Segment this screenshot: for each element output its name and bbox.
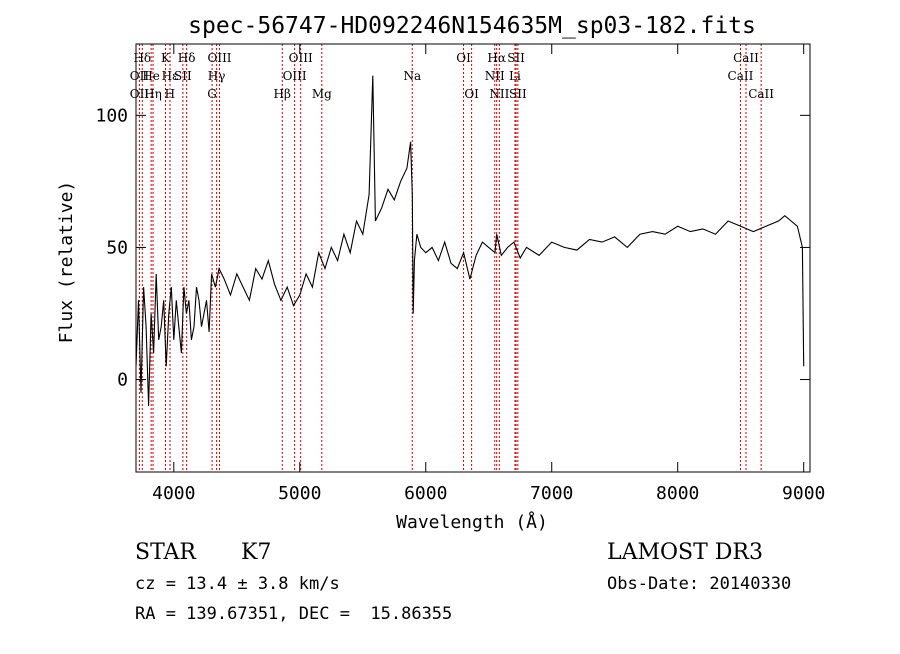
line-marker-label: CaII [728,69,754,83]
line-marker-label: CaII [748,87,774,101]
observation-date: Obs-Date: 20140330 [607,574,792,594]
line-marker-label: Hγ [208,69,226,83]
line-marker-label: G [207,87,217,101]
line-marker-label: CaII [733,51,759,65]
line-marker-label: OIII [207,51,231,65]
x-tick-label: 7000 [530,483,573,504]
line-marker-label: OI [456,51,471,65]
line-marker-label: H [165,87,175,101]
line-marker-label: SII [507,51,525,65]
line-marker-label: OIII [289,51,313,65]
line-marker-label: SII [174,69,192,83]
line-marker-label: NII [489,87,509,101]
emission-line-markers [138,44,762,472]
line-marker-label: OIII [283,69,307,83]
y-axis-ticks: 0 50 100 [95,105,810,391]
line-marker-label: Hα [487,51,506,65]
line-marker-label: Li [509,69,521,83]
x-axis-ticks: 4000 5000 6000 7000 8000 9000 [152,44,825,504]
x-tick-label: 5000 [278,483,321,504]
line-marker-label: Hη [144,87,162,101]
x-axis-label: Wavelength (Å) [396,511,548,533]
line-marker-label: He [142,69,160,83]
x-tick-label: 4000 [152,483,195,504]
line-marker-label: OII [130,69,150,83]
chart-title: spec-56747-HD092246N154635M_sp03-182.fit… [188,13,756,39]
y-tick-label: 0 [117,370,128,391]
survey-name: LAMOST DR3 [607,540,763,565]
redshift-velocity: cz = 13.4 ± 3.8 km/s [135,574,340,594]
line-marker-label: Mg [312,87,332,101]
line-marker-label: Na [403,69,421,83]
plot-frame [135,43,811,473]
x-tick-label: 8000 [656,483,699,504]
line-marker-label: Hε [162,69,179,83]
line-marker-label: K [161,51,171,65]
object-class: STAR [135,540,196,565]
line-marker-label: Hβ [274,87,291,101]
line-marker-label: Hδ [133,51,151,65]
line-marker-label: Hδ [178,51,196,65]
line-marker-label: OI [464,87,479,101]
object-subclass: K7 [241,540,272,565]
spectrum-line [135,75,805,407]
y-tick-label: 50 [106,237,128,258]
line-marker-label: OII [130,87,150,101]
x-tick-label: 9000 [782,483,825,504]
coordinates: RA = 139.67351, DEC = 15.86355 [135,604,453,624]
y-tick-label: 100 [95,105,128,126]
line-marker-label: SII [509,87,527,101]
line-marker-label: NII [485,69,505,83]
y-axis-label: Flux (relative) [56,181,77,344]
x-tick-label: 6000 [404,483,447,504]
